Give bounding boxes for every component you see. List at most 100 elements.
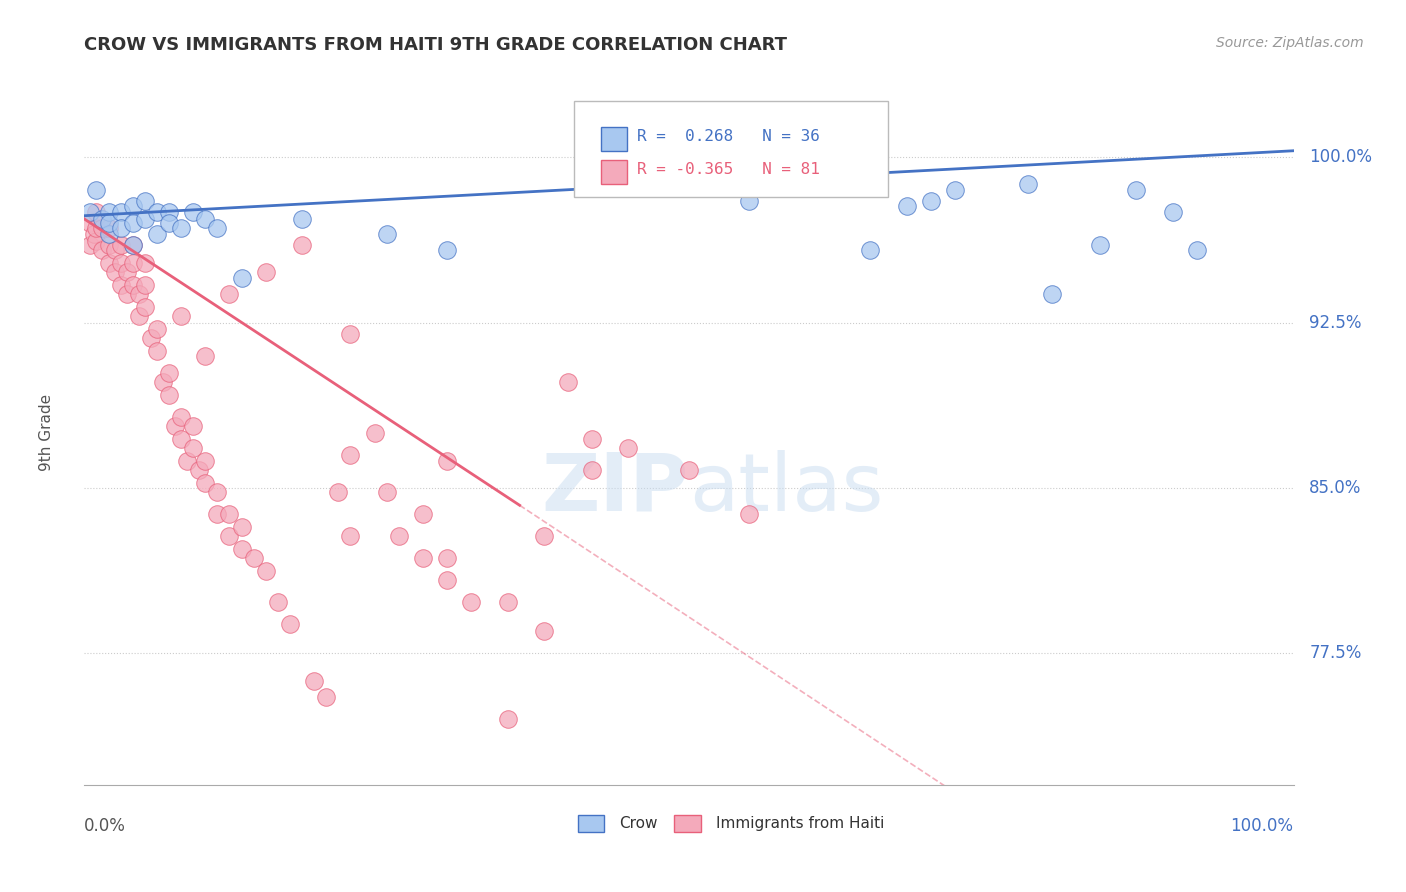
Point bbox=[1017, 177, 1039, 191]
Point bbox=[231, 271, 253, 285]
Point bbox=[121, 199, 143, 213]
Point bbox=[291, 212, 314, 227]
Point bbox=[86, 205, 108, 219]
Point bbox=[110, 278, 132, 293]
Point bbox=[134, 194, 156, 209]
Point bbox=[121, 216, 143, 230]
Point bbox=[110, 238, 132, 252]
Text: atlas: atlas bbox=[689, 450, 883, 528]
Point bbox=[97, 216, 120, 230]
Bar bbox=[600, 127, 627, 151]
Point bbox=[412, 507, 434, 521]
Point bbox=[79, 238, 101, 252]
Point bbox=[170, 410, 193, 425]
Point bbox=[533, 624, 555, 638]
Point bbox=[436, 573, 458, 587]
Point bbox=[738, 507, 761, 521]
Point bbox=[678, 463, 700, 477]
Point bbox=[79, 205, 101, 219]
Point bbox=[943, 183, 966, 197]
Point bbox=[134, 300, 156, 314]
Point bbox=[194, 349, 217, 363]
Point bbox=[1125, 183, 1147, 197]
Point bbox=[157, 216, 180, 230]
Point bbox=[1185, 243, 1208, 257]
Point bbox=[176, 454, 198, 468]
Point bbox=[134, 212, 156, 227]
Point bbox=[218, 286, 240, 301]
FancyBboxPatch shape bbox=[574, 102, 889, 196]
Point bbox=[146, 344, 169, 359]
Point bbox=[436, 243, 458, 257]
Point bbox=[86, 220, 108, 235]
Point bbox=[267, 595, 290, 609]
Point bbox=[146, 205, 169, 219]
Text: Source: ZipAtlas.com: Source: ZipAtlas.com bbox=[1216, 36, 1364, 50]
Text: CROW VS IMMIGRANTS FROM HAITI 9TH GRADE CORRELATION CHART: CROW VS IMMIGRANTS FROM HAITI 9TH GRADE … bbox=[84, 36, 787, 54]
Point bbox=[97, 205, 120, 219]
Point bbox=[557, 375, 579, 389]
Point bbox=[1040, 286, 1063, 301]
Point bbox=[170, 220, 193, 235]
Point bbox=[152, 375, 174, 389]
Point bbox=[302, 674, 325, 689]
Point bbox=[388, 529, 411, 543]
Text: 100.0%: 100.0% bbox=[1230, 817, 1294, 835]
Point bbox=[194, 212, 217, 227]
Point bbox=[231, 542, 253, 557]
Point bbox=[920, 194, 942, 209]
Point bbox=[315, 690, 337, 704]
Text: 85.0%: 85.0% bbox=[1309, 479, 1361, 497]
Point bbox=[436, 454, 458, 468]
Point bbox=[91, 212, 114, 227]
Point bbox=[97, 256, 120, 270]
Point bbox=[375, 227, 398, 242]
Bar bbox=[675, 814, 702, 832]
Point bbox=[896, 199, 918, 213]
Point bbox=[121, 278, 143, 293]
Point bbox=[291, 238, 314, 252]
Point bbox=[104, 243, 127, 257]
Point bbox=[157, 366, 180, 380]
Point bbox=[375, 485, 398, 500]
Text: Immigrants from Haiti: Immigrants from Haiti bbox=[716, 816, 884, 831]
Point bbox=[181, 205, 204, 219]
Point bbox=[218, 529, 240, 543]
Point bbox=[278, 617, 301, 632]
Point bbox=[181, 419, 204, 434]
Bar bbox=[600, 161, 627, 184]
Point bbox=[86, 234, 108, 248]
Point bbox=[207, 220, 229, 235]
Point bbox=[128, 309, 150, 323]
Text: 100.0%: 100.0% bbox=[1309, 148, 1372, 166]
Point bbox=[412, 551, 434, 566]
Point bbox=[83, 227, 105, 242]
Point bbox=[496, 595, 519, 609]
Point bbox=[121, 238, 143, 252]
Point bbox=[128, 286, 150, 301]
Text: 77.5%: 77.5% bbox=[1309, 644, 1361, 662]
Point bbox=[581, 432, 603, 446]
Point bbox=[207, 485, 229, 500]
Point bbox=[194, 476, 217, 491]
Point bbox=[231, 520, 253, 534]
Point bbox=[91, 220, 114, 235]
Point bbox=[328, 485, 350, 500]
Text: ZIP: ZIP bbox=[541, 450, 689, 528]
Point bbox=[157, 205, 180, 219]
Bar bbox=[578, 814, 605, 832]
Point bbox=[533, 529, 555, 543]
Point bbox=[115, 265, 138, 279]
Point bbox=[188, 463, 211, 477]
Point bbox=[134, 256, 156, 270]
Point bbox=[496, 712, 519, 726]
Point bbox=[91, 243, 114, 257]
Point bbox=[363, 425, 385, 440]
Point bbox=[121, 256, 143, 270]
Point bbox=[339, 529, 361, 543]
Point bbox=[157, 388, 180, 402]
Point bbox=[110, 220, 132, 235]
Point bbox=[79, 216, 101, 230]
Text: Crow: Crow bbox=[619, 816, 658, 831]
Point bbox=[242, 551, 264, 566]
